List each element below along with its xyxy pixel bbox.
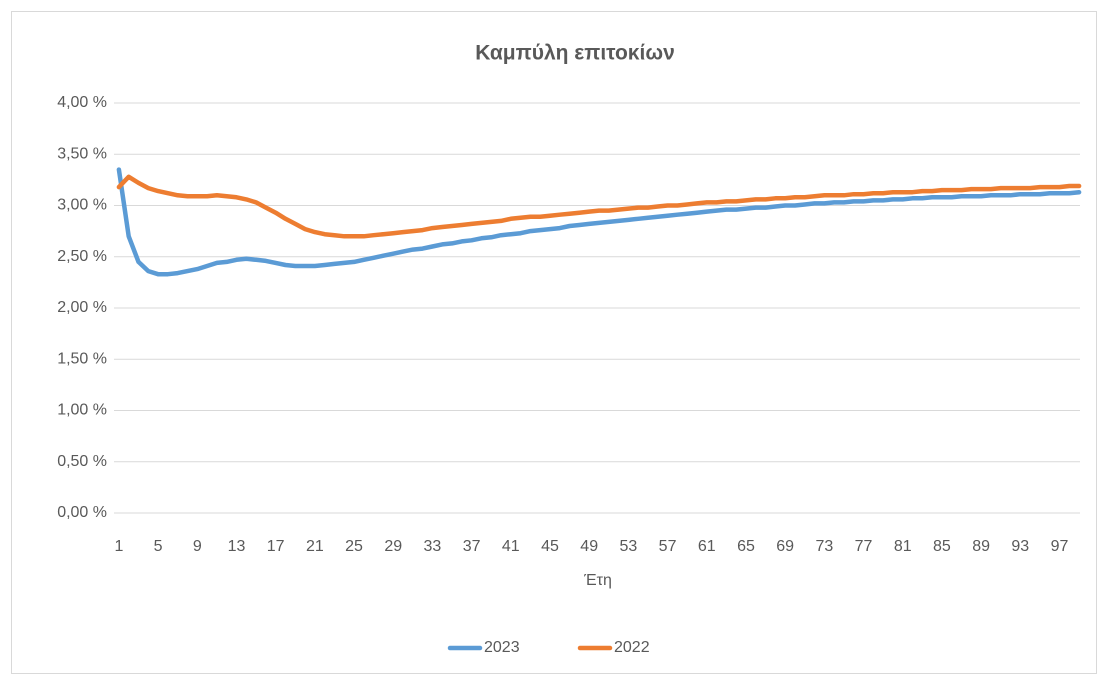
x-tick-label: 73 <box>815 538 833 555</box>
y-tick-label: 3,50 % <box>57 145 107 162</box>
x-tick-label: 1 <box>114 538 123 555</box>
y-tick-label: 0,00 % <box>57 504 107 521</box>
x-tick-label: 25 <box>345 538 363 555</box>
x-tick-label: 81 <box>894 538 912 555</box>
x-tick-label: 85 <box>933 538 951 555</box>
x-tick-label: 93 <box>1011 538 1029 555</box>
y-tick-label: 3,00 % <box>57 197 107 214</box>
x-tick-label: 61 <box>698 538 716 555</box>
x-tick-label: 41 <box>502 538 520 555</box>
x-axis-title: Έτη <box>583 572 612 589</box>
x-tick-label: 49 <box>580 538 598 555</box>
x-tick-label: 17 <box>267 538 285 555</box>
y-tick-label: 1,00 % <box>57 402 107 419</box>
legend-label: 2022 <box>614 639 650 656</box>
x-tick-label: 33 <box>424 538 442 555</box>
x-tick-label: 29 <box>384 538 402 555</box>
x-tick-label: 13 <box>228 538 246 555</box>
legend-label: 2023 <box>484 639 520 656</box>
chart-border <box>11 11 1097 674</box>
x-tick-label: 21 <box>306 538 324 555</box>
x-tick-label: 97 <box>1051 538 1069 555</box>
x-tick-label: 69 <box>776 538 794 555</box>
x-tick-label: 57 <box>659 538 677 555</box>
y-tick-label: 2,50 % <box>57 248 107 265</box>
x-tick-label: 5 <box>154 538 163 555</box>
y-tick-label: 4,00 % <box>57 94 107 111</box>
x-tick-label: 9 <box>193 538 202 555</box>
x-tick-label: 45 <box>541 538 559 555</box>
x-tick-label: 89 <box>972 538 990 555</box>
y-tick-label: 1,50 % <box>57 350 107 367</box>
line-series <box>116 167 1082 277</box>
line-series <box>116 174 1082 239</box>
x-tick-label: 65 <box>737 538 755 555</box>
chart-title: Καμπύλη επιτοκίων <box>475 42 675 65</box>
y-tick-label: 0,50 % <box>57 453 107 470</box>
x-tick-label: 53 <box>619 538 637 555</box>
x-tick-label: 37 <box>463 538 481 555</box>
y-tick-label: 2,00 % <box>57 299 107 316</box>
x-tick-label: 77 <box>855 538 873 555</box>
